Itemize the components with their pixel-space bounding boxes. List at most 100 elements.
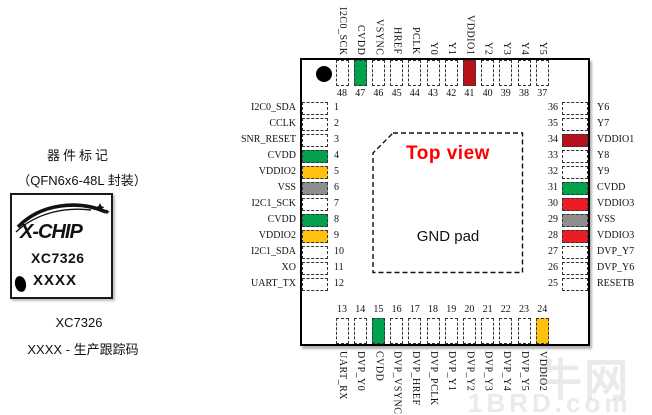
pin-box-8: [302, 214, 328, 227]
pin-number-22: 22: [500, 304, 511, 315]
pin-number-4: 4: [334, 150, 339, 161]
pin-box-30: [562, 198, 588, 211]
pin-number-41: 41: [464, 88, 475, 99]
pin-number-46: 46: [373, 88, 384, 99]
pin-number-30: 30: [548, 198, 558, 209]
pin-number-43: 43: [428, 88, 438, 99]
pin-label-46: VSYNC: [373, 18, 385, 55]
pin-box-28: [562, 230, 588, 243]
pin-box-1: [302, 102, 328, 115]
pin-number-16: 16: [391, 304, 402, 315]
pin-label-5: VDDIO2: [258, 166, 296, 177]
pin-label-17: DVP_HREF: [409, 351, 421, 406]
pin-label-30: VDDIO3: [597, 198, 635, 209]
pin-box-4: [302, 150, 328, 163]
pin-number-21: 21: [482, 304, 493, 315]
pin-number-39: 39: [500, 88, 511, 99]
pin-box-43: [426, 60, 440, 86]
pin-box-39: [499, 60, 513, 86]
pin-box-35: [562, 118, 588, 131]
pin-box-31: [562, 182, 588, 195]
x-chip-logo-text: X-CHIP: [19, 221, 83, 243]
part-number-caption: XC7326: [55, 315, 103, 330]
pin-box-38: [517, 60, 531, 86]
pin-label-3: SNR_RESET: [240, 134, 296, 145]
pin-label-47: CVDD: [355, 24, 367, 55]
logo-star-icon: [95, 203, 105, 212]
watermark-url: 1BRD.com: [468, 388, 632, 415]
pin-box-16: [390, 318, 404, 344]
pin-label-1: I2C0_SDA: [250, 102, 296, 113]
pin-label-45: HREF: [391, 27, 403, 55]
pin-number-34: 34: [548, 134, 558, 145]
pin-label-7: I2C1_SCK: [251, 198, 296, 209]
pin-label-44: PCLK: [409, 27, 421, 55]
pin-number-28: 28: [548, 230, 558, 241]
pin-label-15: CVDD: [373, 351, 385, 382]
marking-pin1-dot-icon: [13, 275, 28, 293]
pin-box-20: [462, 318, 476, 344]
logo-swoosh2-icon: [15, 208, 92, 233]
pin-label-8: CVDD: [267, 214, 296, 225]
pin-box-37: [535, 60, 549, 86]
pin-box-17: [408, 318, 422, 344]
pin-label-21: DVP_Y3: [482, 351, 494, 392]
logo-swoosh-icon: [16, 203, 107, 229]
pin-box-14: [353, 318, 367, 344]
pin-number-15: 15: [373, 304, 384, 315]
top-view-label: Top view: [406, 143, 490, 164]
pin-box-29: [562, 214, 588, 227]
pin-label-25: RESETB: [597, 278, 635, 289]
pin-label-28: VDDIO3: [597, 230, 635, 241]
marking-lot-code: XXXX: [33, 272, 78, 289]
pin-box-36: [562, 102, 588, 115]
pin-box-5: [302, 166, 328, 179]
pin-number-48: 48: [337, 88, 347, 99]
pin-box-15: [371, 318, 385, 344]
pin-box-10: [302, 246, 328, 259]
pin-label-27: DVP_Y7: [597, 246, 635, 257]
watermark-text: 牛网: [538, 356, 630, 405]
logo-star-small-icon: [104, 209, 110, 215]
pin-box-21: [481, 318, 495, 344]
pin-box-44: [408, 60, 422, 86]
pin-number-32: 32: [548, 166, 558, 177]
pin-label-16: DVP_VSYNC: [391, 351, 403, 415]
pin-box-3: [302, 134, 328, 147]
pin-box-33: [562, 150, 588, 163]
pin-label-48: I2C0_SCK: [337, 6, 348, 55]
pin-box-11: [302, 262, 328, 275]
pin-box-27: [562, 246, 588, 259]
pin-number-2: 2: [334, 118, 339, 129]
pin-number-35: 35: [548, 118, 558, 129]
pin-box-12: [302, 278, 328, 291]
pin-label-39: Y3: [500, 41, 512, 55]
pin-number-8: 8: [334, 214, 339, 225]
pin-box-9: [302, 230, 328, 243]
pin-number-6: 6: [334, 182, 339, 193]
pin-number-11: 11: [334, 262, 344, 273]
pin-label-23: DVP_Y5: [519, 351, 530, 392]
pin-label-35: Y7: [597, 118, 610, 129]
pin-number-14: 14: [355, 304, 366, 315]
pin-number-9: 9: [334, 230, 339, 241]
pin-number-13: 13: [337, 304, 347, 315]
pin-label-12: UART_TX: [251, 278, 296, 289]
package-label: （QFN6x6-48L 封装）: [17, 173, 147, 188]
pin-label-40: Y2: [482, 41, 494, 55]
pin-box-23: [517, 318, 531, 344]
chip-package-outline: [300, 58, 590, 346]
pin-label-41: VDDIO1: [464, 14, 476, 55]
pin-number-44: 44: [409, 88, 420, 99]
gnd-pad-outline: [372, 132, 524, 274]
pin-number-24: 24: [537, 304, 548, 315]
pin-label-18: DVP_PCLK: [428, 351, 439, 406]
device-marking-heading: 器件标记: [46, 148, 111, 163]
pin-number-7: 7: [334, 198, 339, 209]
pin-box-34: [562, 134, 588, 147]
pin-number-10: 10: [334, 246, 344, 257]
pin-number-33: 33: [548, 150, 558, 161]
pin-number-42: 42: [446, 88, 457, 99]
pin-number-23: 23: [519, 304, 529, 315]
